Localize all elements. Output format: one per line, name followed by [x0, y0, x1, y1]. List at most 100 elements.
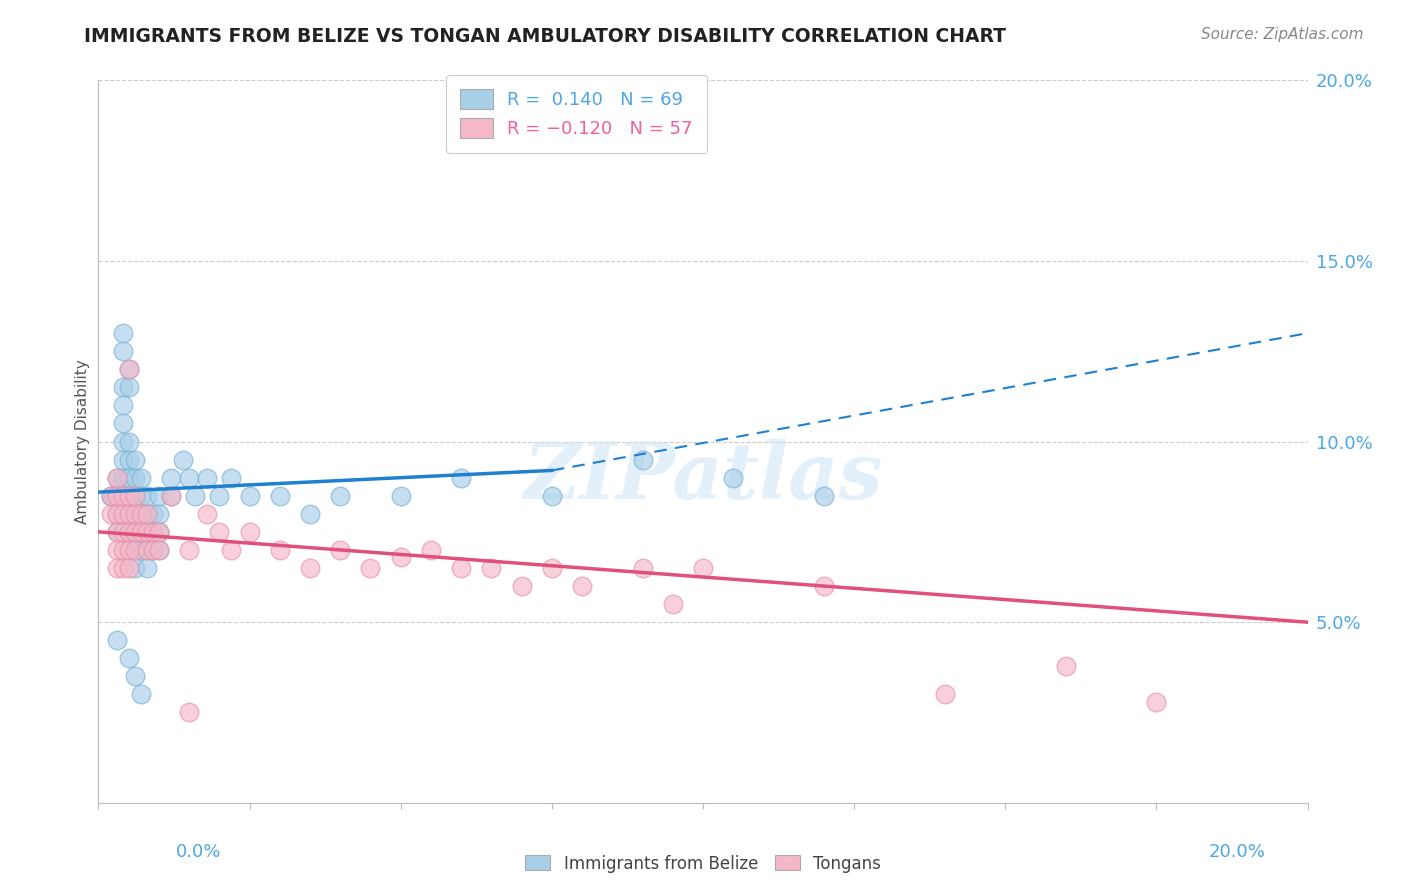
Point — [124, 489, 146, 503]
Point — [129, 507, 152, 521]
Point — [360, 561, 382, 575]
Point — [118, 362, 141, 376]
Point — [118, 362, 141, 376]
Point — [269, 542, 291, 557]
Point — [571, 579, 593, 593]
Point — [129, 687, 152, 701]
Point — [661, 597, 683, 611]
Point — [111, 489, 134, 503]
Point — [111, 452, 134, 467]
Point — [111, 561, 134, 575]
Point — [208, 524, 231, 539]
Point — [105, 633, 128, 648]
Point — [105, 507, 128, 521]
Point — [723, 471, 745, 485]
Point — [118, 542, 141, 557]
Point — [124, 507, 146, 521]
Point — [172, 452, 194, 467]
Legend: Immigrants from Belize, Tongans: Immigrants from Belize, Tongans — [519, 848, 887, 880]
Point — [184, 489, 207, 503]
Text: IMMIGRANTS FROM BELIZE VS TONGAN AMBULATORY DISABILITY CORRELATION CHART: IMMIGRANTS FROM BELIZE VS TONGAN AMBULAT… — [84, 27, 1007, 45]
Point — [148, 542, 170, 557]
Point — [111, 417, 134, 431]
Point — [179, 542, 201, 557]
Text: ZIPatlas: ZIPatlas — [523, 440, 883, 516]
Point — [118, 489, 141, 503]
Point — [135, 524, 157, 539]
Point — [105, 542, 128, 557]
Point — [118, 489, 141, 503]
Point — [111, 434, 134, 449]
Point — [111, 507, 134, 521]
Point — [389, 489, 412, 503]
Legend: R =  0.140   N = 69, R = −0.120   N = 57: R = 0.140 N = 69, R = −0.120 N = 57 — [446, 75, 707, 153]
Point — [105, 561, 128, 575]
Point — [148, 507, 170, 521]
Point — [221, 542, 243, 557]
Point — [105, 489, 128, 503]
Point — [124, 452, 146, 467]
Point — [105, 524, 128, 539]
Point — [111, 542, 134, 557]
Point — [135, 489, 157, 503]
Point — [148, 524, 170, 539]
Point — [135, 507, 157, 521]
Point — [105, 471, 128, 485]
Point — [118, 507, 141, 521]
Point — [118, 507, 141, 521]
Point — [105, 471, 128, 485]
Point — [124, 561, 146, 575]
Point — [299, 507, 322, 521]
Point — [118, 434, 141, 449]
Point — [239, 489, 262, 503]
Point — [135, 542, 157, 557]
Point — [208, 489, 231, 503]
Point — [124, 489, 146, 503]
Point — [105, 507, 128, 521]
Point — [148, 489, 170, 503]
Point — [329, 489, 352, 503]
Point — [105, 524, 128, 539]
Point — [111, 326, 134, 340]
Y-axis label: Ambulatory Disability: Ambulatory Disability — [75, 359, 90, 524]
Point — [111, 380, 134, 394]
Point — [1054, 658, 1077, 673]
Text: 0.0%: 0.0% — [176, 843, 221, 861]
Point — [179, 706, 201, 720]
Point — [329, 542, 352, 557]
Point — [129, 524, 152, 539]
Point — [118, 542, 141, 557]
Point — [934, 687, 956, 701]
Point — [124, 542, 146, 557]
Point — [100, 507, 122, 521]
Point — [135, 561, 157, 575]
Point — [124, 524, 146, 539]
Point — [420, 542, 443, 557]
Point — [129, 524, 152, 539]
Point — [118, 524, 141, 539]
Point — [813, 579, 835, 593]
Point — [135, 507, 157, 521]
Point — [129, 542, 152, 557]
Point — [105, 489, 128, 503]
Point — [124, 471, 146, 485]
Point — [118, 380, 141, 394]
Point — [450, 471, 472, 485]
Point — [481, 561, 503, 575]
Point — [142, 524, 165, 539]
Point — [111, 471, 134, 485]
Point — [389, 550, 412, 565]
Point — [692, 561, 714, 575]
Point — [111, 398, 134, 412]
Point — [111, 524, 134, 539]
Point — [100, 489, 122, 503]
Point — [160, 489, 183, 503]
Point — [510, 579, 533, 593]
Point — [142, 507, 165, 521]
Text: 20.0%: 20.0% — [1209, 843, 1265, 861]
Point — [129, 471, 152, 485]
Point — [299, 561, 322, 575]
Point — [160, 489, 183, 503]
Point — [135, 542, 157, 557]
Point — [221, 471, 243, 485]
